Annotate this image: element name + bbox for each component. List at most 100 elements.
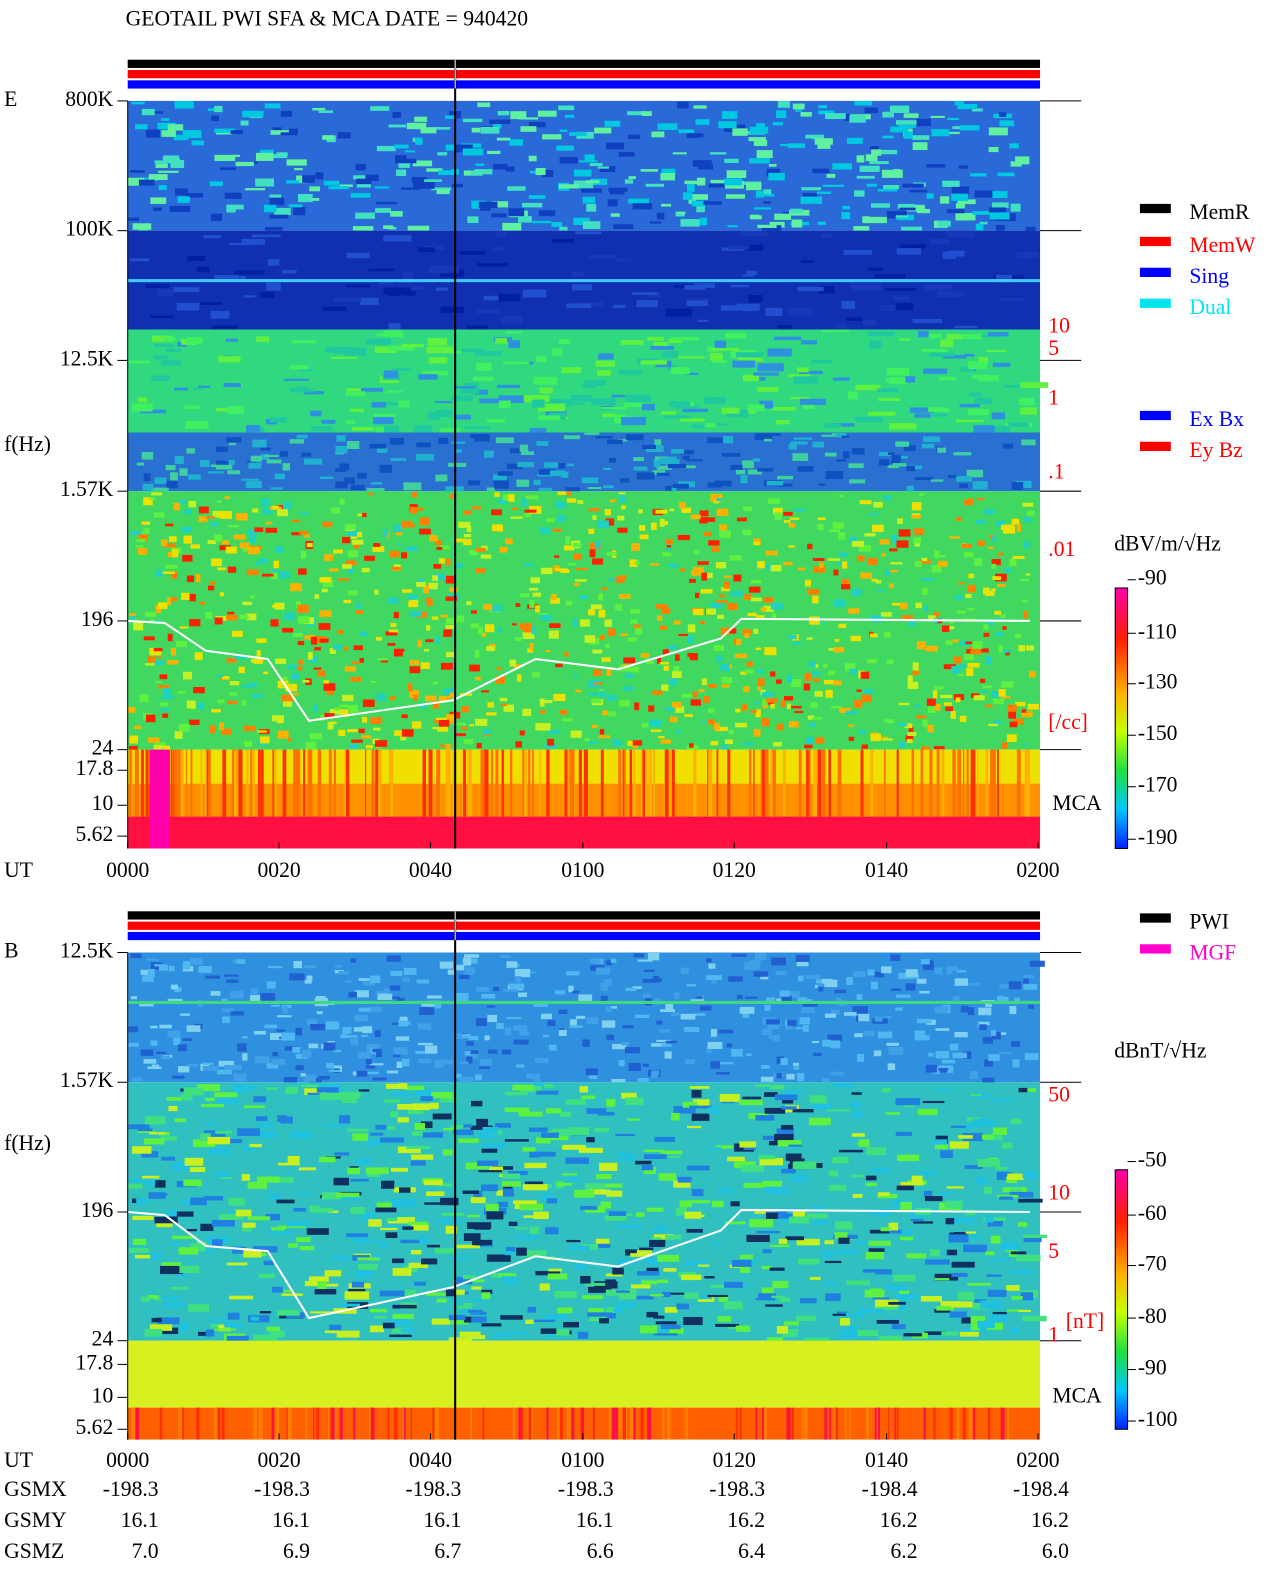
mca-streak bbox=[941, 749, 943, 817]
spectrogram-pixel bbox=[178, 1247, 199, 1255]
spectrogram-pixel bbox=[504, 1107, 530, 1113]
spectrogram-pixel bbox=[974, 558, 983, 566]
spectrogram-pixel bbox=[611, 1078, 626, 1085]
spectrogram-pixel bbox=[898, 972, 913, 980]
spectrogram-pixel bbox=[136, 1198, 149, 1205]
spectrogram-pixel bbox=[212, 510, 221, 518]
spectrogram-pixel bbox=[1020, 579, 1030, 582]
spectrogram-pixel bbox=[541, 567, 553, 575]
spectrogram-pixel bbox=[143, 528, 150, 535]
spectrogram-pixel bbox=[601, 587, 607, 591]
spectrogram-pixel bbox=[519, 444, 529, 452]
spectrogram-pixel bbox=[299, 530, 309, 535]
spectrogram-pixel bbox=[469, 1298, 491, 1302]
spectrogram-pixel bbox=[935, 1144, 949, 1150]
spectrogram-pixel bbox=[219, 510, 232, 519]
spectrogram-pixel bbox=[496, 137, 511, 141]
spectrogram-pixel bbox=[554, 555, 560, 558]
spectrogram-pixel bbox=[429, 1102, 439, 1109]
spectrogram-pixel bbox=[151, 492, 163, 496]
mca-streak bbox=[509, 749, 513, 817]
spectrogram-pixel bbox=[680, 967, 689, 974]
spectrogram-pixel bbox=[209, 1147, 230, 1155]
spectrogram-pixel bbox=[663, 415, 691, 419]
spectrogram-pixel bbox=[150, 487, 169, 494]
spectrogram-pixel bbox=[388, 1317, 412, 1326]
spectrogram-pixel bbox=[321, 588, 328, 593]
spectrogram-pixel bbox=[934, 1308, 951, 1313]
spectrogram-pixel bbox=[476, 987, 490, 992]
spectrogram-pixel bbox=[273, 560, 280, 569]
spectrogram-pixel bbox=[668, 1155, 681, 1158]
spectrogram-pixel bbox=[174, 455, 184, 465]
spectrogram-pixel bbox=[584, 738, 591, 742]
spectrogram-pixel bbox=[790, 208, 803, 213]
spectrogram-pixel bbox=[997, 552, 1003, 556]
spectrogram-pixel bbox=[554, 990, 565, 995]
spectrogram-pixel bbox=[730, 1201, 740, 1207]
spectrogram-pixel bbox=[585, 180, 600, 184]
spectrogram-pixel bbox=[292, 632, 304, 637]
spectrogram-pixel bbox=[153, 207, 162, 211]
spectrogram-pixel bbox=[370, 975, 381, 984]
spectrogram-pixel bbox=[338, 1115, 351, 1124]
spectrogram-pixel bbox=[844, 1012, 857, 1016]
mca-streak bbox=[896, 749, 899, 817]
spectrogram-pixel bbox=[455, 144, 473, 153]
spectrogram-pixel bbox=[205, 516, 216, 519]
spectrogram-pixel bbox=[170, 159, 185, 169]
mca-streak bbox=[1026, 749, 1031, 817]
spectrogram-pixel bbox=[680, 1013, 696, 1020]
spectrogram-pixel bbox=[370, 680, 377, 684]
mca-streak bbox=[467, 749, 472, 817]
spectrogram-pixel bbox=[922, 1100, 945, 1104]
spectrogram-pixel bbox=[306, 1019, 317, 1026]
spectrogram-pixel bbox=[571, 271, 584, 278]
spectrogram-pixel bbox=[481, 1148, 498, 1153]
spectrogram-pixel bbox=[815, 979, 822, 984]
spectrogram-pixel bbox=[445, 743, 451, 752]
spectrogram-pixel bbox=[988, 127, 1008, 136]
spectrogram-pixel bbox=[854, 699, 863, 708]
spectrogram-pixel bbox=[805, 975, 820, 979]
spectrogram-pixel bbox=[854, 190, 865, 197]
spectrogram-pixel bbox=[924, 1196, 943, 1202]
spectrogram-pixel bbox=[572, 990, 580, 994]
spectrogram-pixel bbox=[888, 569, 898, 573]
spectrogram-pixel bbox=[435, 401, 452, 404]
spectrogram-pixel bbox=[713, 1243, 722, 1247]
spectrogram-pixel bbox=[869, 161, 889, 165]
spectrogram-pixel bbox=[992, 576, 1002, 580]
spectrogram-pixel bbox=[660, 1324, 681, 1330]
mca-streak bbox=[222, 749, 227, 817]
spectrogram-pixel bbox=[337, 578, 350, 581]
spectrogram-pixel bbox=[650, 345, 675, 350]
spectrogram-pixel bbox=[159, 964, 168, 971]
mca-streak bbox=[328, 749, 332, 817]
spectrogram-pixel bbox=[604, 1215, 627, 1221]
spectrogram-pixel bbox=[144, 1116, 166, 1125]
spectrogram-pixel bbox=[351, 1281, 365, 1288]
spectrogram-pixel bbox=[132, 1146, 152, 1154]
spectrogram-pixel bbox=[518, 216, 532, 223]
spectrogram-pixel bbox=[347, 705, 358, 711]
spectrogram-pixel bbox=[624, 179, 634, 184]
spectrogram-pixel bbox=[415, 137, 423, 145]
spectrogram-pixel bbox=[130, 1178, 151, 1183]
spectrogram-pixel bbox=[297, 640, 305, 646]
spectrogram-pixel bbox=[716, 655, 723, 663]
spectrogram-pixel bbox=[713, 722, 720, 731]
spectrogram-pixel bbox=[664, 1051, 672, 1059]
spectrogram-pixel bbox=[989, 207, 1007, 214]
spectrogram-pixel bbox=[422, 585, 430, 594]
mca-streak bbox=[275, 1407, 280, 1440]
spectrogram-pixel bbox=[965, 641, 975, 645]
mca-streak bbox=[253, 1407, 256, 1440]
spectrogram-pixel bbox=[540, 614, 552, 621]
spectrogram-pixel bbox=[541, 1132, 559, 1138]
spectrogram-pixel bbox=[235, 1209, 252, 1217]
spectrogram-pixel bbox=[704, 572, 713, 579]
spectrogram-pixel bbox=[923, 1190, 933, 1198]
spectrogram-pixel bbox=[669, 678, 678, 686]
spectrogram-pixel bbox=[275, 658, 286, 664]
